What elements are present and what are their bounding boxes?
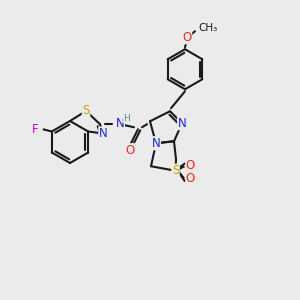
Text: N: N	[152, 137, 160, 150]
Text: S: S	[172, 164, 179, 177]
Text: N: N	[99, 127, 108, 140]
Text: O: O	[186, 159, 195, 172]
Text: H: H	[123, 114, 129, 123]
Text: O: O	[186, 172, 195, 185]
Text: CH₃: CH₃	[198, 23, 217, 33]
Text: O: O	[182, 31, 192, 44]
Text: S: S	[82, 104, 90, 118]
Text: O: O	[125, 144, 135, 157]
Text: F: F	[32, 123, 38, 136]
Text: N: N	[116, 117, 124, 130]
Text: N: N	[178, 117, 186, 130]
